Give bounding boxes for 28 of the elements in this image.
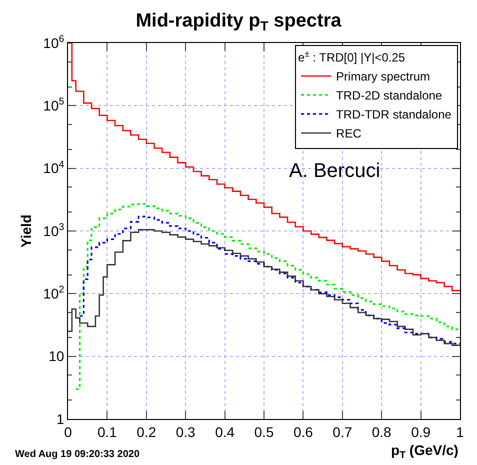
x-tick-label: 0 <box>64 424 72 440</box>
legend-title: e$^{±}$ : TRD[0] |Y|<0.25 <box>298 48 406 64</box>
y-tick-label: 10$^{5}$ <box>43 96 65 114</box>
text: Wed Aug 19 09:20:33 2020 <box>15 449 140 460</box>
x-tick-label: 0.2 <box>136 424 156 440</box>
x-tick-label: 1 <box>456 424 464 440</box>
x-tick-label: 0.7 <box>332 424 352 440</box>
y-tick-label: 10 <box>48 348 64 364</box>
y-tick-label: 10$^{2}$ <box>43 284 64 302</box>
y-tick-label: 1 <box>56 410 64 427</box>
annotation: A. Bercuci <box>289 160 380 182</box>
x-axis-title: p$_{T}$ (GeV/c) <box>391 442 458 461</box>
y-tick-label: 10$^{6}$ <box>43 34 65 51</box>
chart-title: Mid-rapidity p$_{T}$ spectra <box>136 10 342 34</box>
y-tick-label: 10$^{3}$ <box>43 222 65 239</box>
x-tick-label: 0.5 <box>254 424 274 440</box>
legend-label: Primary spectrum <box>336 70 430 84</box>
x-tick-label: 0.9 <box>411 424 431 440</box>
x-tick-label: 0.8 <box>372 424 392 440</box>
y-tick-label: 10$^{4}$ <box>43 159 65 176</box>
legend-label: TRD-2D standalone <box>336 88 442 103</box>
x-tick-label: 0.1 <box>97 424 118 440</box>
x-tick-label: 0.3 <box>176 424 196 440</box>
legend-label: TRD-TDR standalone <box>336 108 452 122</box>
x-tick-label: 0.4 <box>215 424 235 440</box>
y-axis-title: Yield <box>18 214 34 248</box>
legend-label: REC <box>336 126 362 141</box>
x-tick-label: 0.6 <box>293 424 314 440</box>
